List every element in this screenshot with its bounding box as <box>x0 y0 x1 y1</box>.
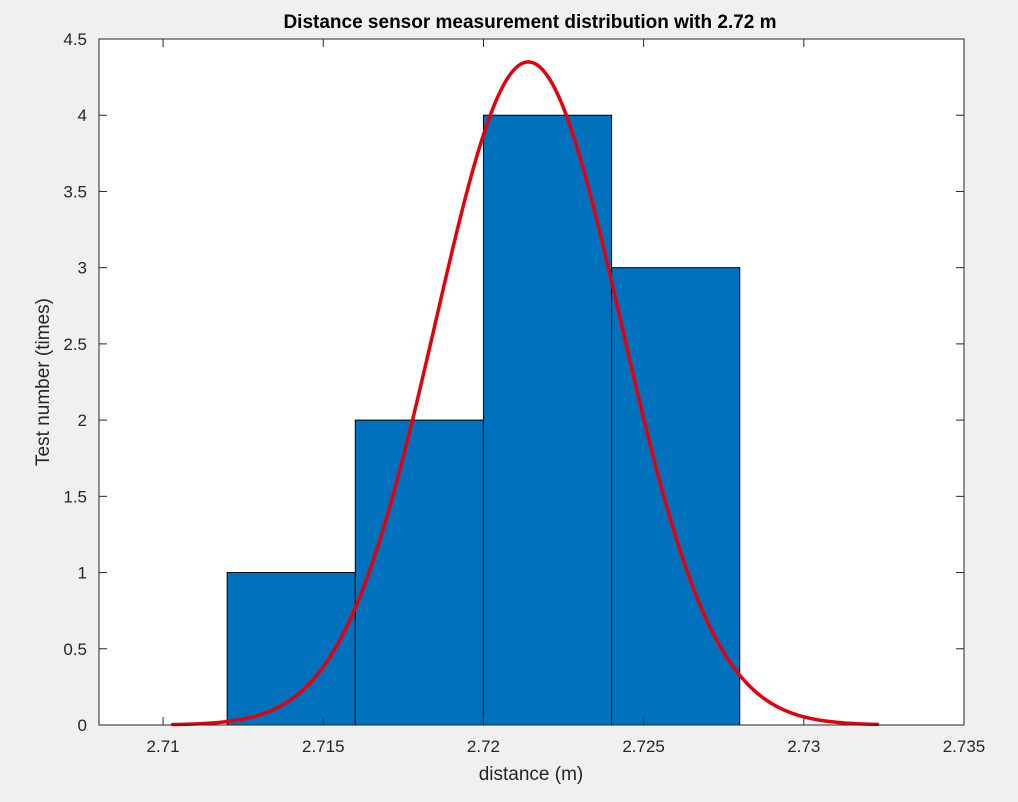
normal-fit-curve <box>170 60 880 727</box>
axes-layer: 2.71 2.715 2.72 2.725 2.73 2.735 0 0.5 1 1.5 2 2.5 3… <box>63 30 985 756</box>
x-tick-label: 2.715 <box>302 737 345 756</box>
histogram-bar-4 <box>611 267 741 726</box>
y-tick-label: 3.5 <box>63 182 87 201</box>
x-tick-label: 2.725 <box>622 737 665 756</box>
x-tick-label: 2.73 <box>787 737 820 756</box>
y-tick-label: 4.5 <box>63 30 87 49</box>
y-tick-label: 0.5 <box>63 640 87 659</box>
histogram-bar-3 <box>482 114 613 726</box>
y-tick-label: 4 <box>78 106 87 125</box>
x-tick-label: 2.72 <box>467 737 500 756</box>
x-axis-label: distance (m) <box>479 764 584 785</box>
x-tick-label: 2.735 <box>943 737 986 756</box>
y-tick-label: 1.5 <box>63 487 87 506</box>
chart-title: Distance sensor measurement distribution… <box>283 12 776 33</box>
fit-curve-layer <box>170 60 880 727</box>
histogram-bar-2 <box>354 419 484 726</box>
y-tick-label: 1 <box>78 564 87 583</box>
y-tick-label: 2 <box>78 411 87 430</box>
y-tick-label: 2.5 <box>63 335 87 354</box>
y-axis-label: Test number (times) <box>33 298 54 466</box>
axes-box <box>98 38 965 726</box>
y-tick-label: 3 <box>78 259 87 278</box>
y-tick-label: 0 <box>78 716 87 735</box>
bars-layer <box>226 114 741 726</box>
x-tick-label: 2.71 <box>147 737 180 756</box>
